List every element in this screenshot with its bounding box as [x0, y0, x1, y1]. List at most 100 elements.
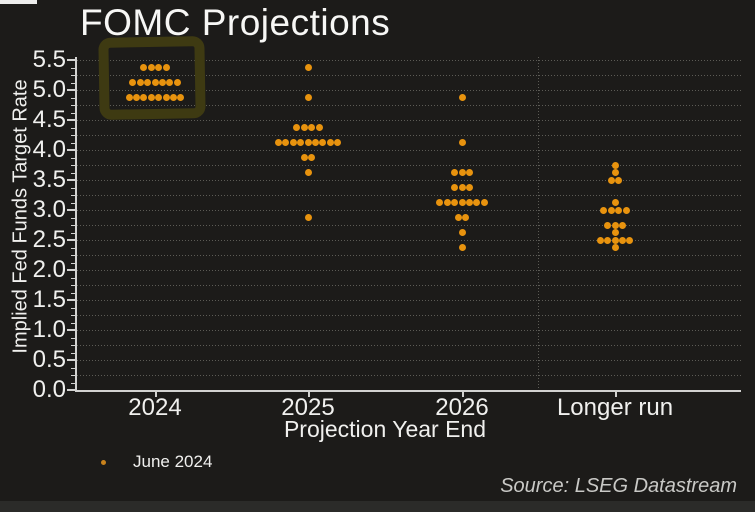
y-minor-tick — [71, 105, 76, 106]
dot — [319, 139, 327, 146]
dot — [611, 161, 619, 169]
x-tick-label: 2024 — [128, 394, 182, 421]
dot — [177, 94, 185, 101]
dot — [311, 139, 319, 146]
gridline — [77, 345, 741, 346]
x-tick-label: Longer run — [556, 394, 674, 421]
dot — [304, 139, 312, 146]
gridline — [77, 315, 741, 316]
gridline — [77, 75, 741, 76]
dot — [618, 221, 626, 229]
dot — [626, 236, 634, 244]
y-minor-tick — [71, 68, 76, 69]
dot — [596, 236, 604, 244]
dot — [155, 64, 163, 71]
dot — [454, 214, 462, 221]
y-minor-tick — [71, 315, 76, 316]
dot — [155, 94, 163, 101]
dot — [282, 139, 290, 146]
x-tick — [308, 392, 310, 397]
gridline — [77, 60, 741, 61]
dot — [618, 236, 626, 244]
dot — [166, 79, 174, 86]
dot — [136, 79, 144, 86]
y-major-tick — [67, 179, 76, 181]
y-minor-tick — [71, 75, 76, 76]
dot — [611, 244, 619, 251]
y-minor-tick — [71, 353, 76, 354]
gridline — [77, 210, 741, 211]
dot — [125, 94, 133, 101]
dot — [443, 199, 451, 206]
y-minor-tick — [71, 128, 76, 129]
y-minor-tick — [71, 143, 76, 144]
y-minor-tick — [71, 383, 76, 384]
dot — [458, 139, 466, 146]
dot — [308, 154, 316, 161]
gridline — [77, 120, 741, 121]
y-minor-tick — [71, 308, 76, 309]
y-minor-tick — [71, 248, 76, 249]
y-major-tick — [67, 239, 76, 241]
gridline — [77, 90, 741, 91]
dot — [607, 176, 615, 184]
y-minor-tick — [71, 218, 76, 219]
dot — [436, 199, 444, 206]
dot — [293, 124, 301, 131]
chart-title: FOMC Projections — [80, 2, 391, 43]
y-tick-label: 4.0 — [32, 136, 66, 163]
x-tick-label: 2026 — [435, 394, 489, 421]
screen-artifact — [0, 0, 37, 4]
y-major-tick — [67, 149, 76, 151]
dot — [611, 199, 619, 206]
dot — [140, 64, 148, 71]
y-tick-label: 2.5 — [32, 226, 66, 253]
y-minor-tick — [71, 345, 76, 346]
dot — [600, 206, 608, 214]
dot — [173, 79, 181, 86]
gridline — [77, 360, 741, 361]
dot — [144, 79, 152, 86]
dot — [133, 94, 140, 101]
y-minor-tick — [71, 83, 76, 84]
dot — [451, 199, 459, 206]
gridline — [77, 135, 741, 136]
dot — [326, 139, 334, 146]
dot — [611, 229, 619, 236]
y-minor-tick — [71, 368, 76, 369]
y-minor-tick — [71, 263, 76, 264]
gridline — [77, 150, 741, 151]
gridline — [77, 225, 741, 226]
x-tick — [615, 392, 617, 397]
longer-run-separator — [538, 57, 539, 390]
y-major-tick — [67, 59, 76, 61]
dot — [308, 124, 316, 131]
dot — [458, 169, 466, 176]
dot — [162, 64, 170, 71]
y-minor-tick — [71, 225, 76, 226]
x-tick — [462, 392, 464, 397]
dot — [611, 221, 619, 229]
y-minor-tick — [71, 293, 76, 294]
dot — [162, 94, 170, 101]
dot — [304, 214, 312, 221]
y-minor-tick — [71, 173, 76, 174]
dot — [151, 79, 159, 86]
dot — [462, 214, 470, 221]
y-minor-tick — [71, 375, 76, 376]
dot — [158, 79, 166, 86]
x-tick-label: 2025 — [281, 394, 335, 421]
y-minor-tick — [71, 188, 76, 189]
dot — [304, 94, 312, 101]
x-axis-spine — [75, 390, 741, 392]
highlight-annotation — [98, 36, 206, 120]
y-minor-tick — [71, 135, 76, 136]
dot — [465, 199, 473, 206]
y-major-tick — [67, 89, 76, 91]
y-major-tick — [67, 359, 76, 361]
y-major-tick — [67, 209, 76, 211]
y-minor-tick — [71, 195, 76, 196]
y-axis-spine — [75, 57, 77, 392]
source-credit: Source: LSEG Datastream — [500, 475, 737, 497]
y-minor-tick — [71, 278, 76, 279]
